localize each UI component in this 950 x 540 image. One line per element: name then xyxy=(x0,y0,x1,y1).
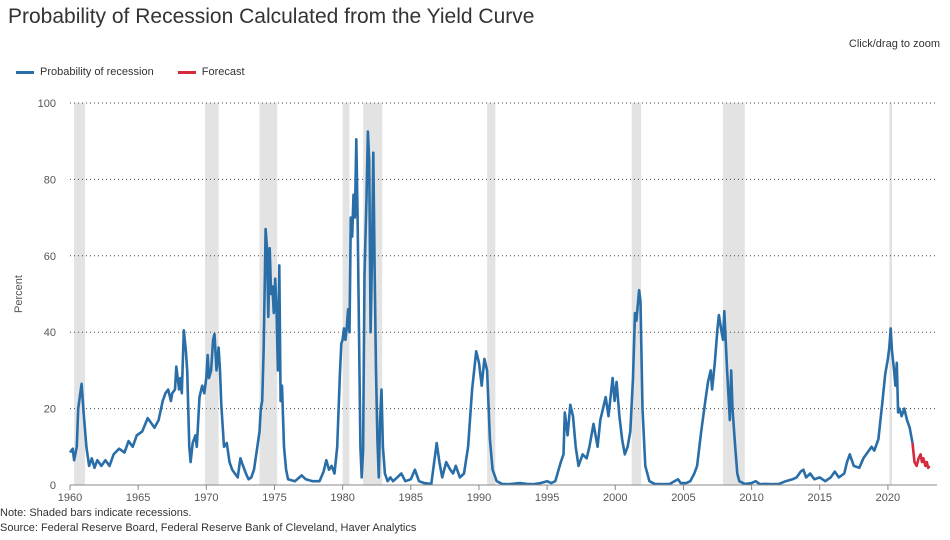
recession-bar-0 xyxy=(74,103,85,485)
x-tick-label-1980: 1980 xyxy=(330,492,354,504)
legend-swatch-forecast xyxy=(177,70,196,74)
y-tick-label-20: 20 xyxy=(44,404,56,416)
recession-bar-1 xyxy=(204,103,219,485)
recession-bar-6 xyxy=(631,103,642,485)
legend-label-forecast: Forecast xyxy=(201,66,245,78)
x-tick-label-2015: 2015 xyxy=(808,492,832,504)
legend-item-probability[interactable]: Probability of recession xyxy=(16,66,154,78)
series-lines xyxy=(68,130,931,486)
x-tick-label-1960: 1960 xyxy=(58,492,82,504)
y-tick-label-60: 60 xyxy=(44,251,56,263)
x-tick-label-2020: 2020 xyxy=(876,492,900,504)
zoom-hint: Click/drag to zoom xyxy=(848,38,940,50)
series-line-1 xyxy=(911,442,931,470)
y-tick-label-0: 0 xyxy=(50,480,56,492)
recession-bar-3 xyxy=(342,103,350,485)
chart-legend: Probability of recession Forecast xyxy=(16,66,245,78)
y-tick-label-40: 40 xyxy=(44,327,56,339)
source-note: Source: Federal Reserve Board, Federal R… xyxy=(0,522,417,534)
chart-title: Probability of Recession Calculated from… xyxy=(8,5,535,28)
recession-bar-8 xyxy=(889,103,893,485)
x-tick-label-1990: 1990 xyxy=(467,492,491,504)
legend-item-forecast[interactable]: Forecast xyxy=(177,66,245,78)
x-tick-label-2005: 2005 xyxy=(671,492,695,504)
x-tick-label-1965: 1965 xyxy=(126,492,150,504)
axes: 0 20 40 60 80 100 1960 1965 1970 1975 1980 1985 1990… xyxy=(38,98,937,504)
legend-label-probability: Probability of recession xyxy=(40,66,154,78)
x-tick-label-2010: 2010 xyxy=(739,492,763,504)
series-line-0 xyxy=(68,130,914,486)
legend-swatch-probability xyxy=(16,70,34,74)
y-tick-label-100: 100 xyxy=(38,98,56,110)
x-tick-label-1975: 1975 xyxy=(262,492,286,504)
footnote: Note: Shaded bars indicate recessions. xyxy=(0,507,192,519)
x-tick-label-1995: 1995 xyxy=(535,492,559,504)
x-tick-label-1985: 1985 xyxy=(399,492,423,504)
gridlines xyxy=(70,102,937,410)
x-tick-label-1970: 1970 xyxy=(194,492,218,504)
y-axis-label: Percent xyxy=(13,275,25,313)
x-tick-label-2000: 2000 xyxy=(603,492,627,504)
y-tick-label-80: 80 xyxy=(44,174,56,186)
recession-bar-5 xyxy=(487,103,496,485)
